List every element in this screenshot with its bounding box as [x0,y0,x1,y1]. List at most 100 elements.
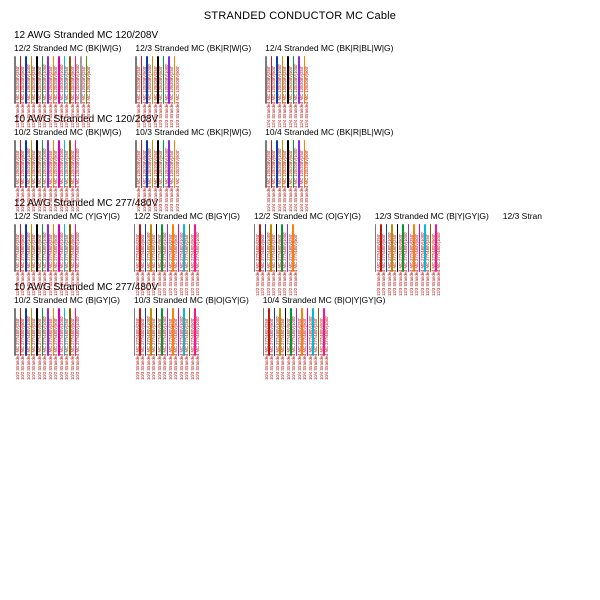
group-row: 12/2 Stranded MC (Y|GY|G) 12/2 Stranded M… [14,211,586,272]
wire: 10/2 Stranded MC 120/208V|500' [53,140,55,188]
wire: 12/2 Stranded MC 120/208V|250' [14,56,16,104]
wire: 10/4 Stranded MC 120/208V|250' [265,140,267,188]
wire: 10/3 Stranded MC 277/480V|500' [156,308,158,356]
wire: 10/3 Stranded MC 277/480V|250' [134,308,136,356]
wire: 12/3 Stranded MC 277/480V|500' [380,224,382,272]
wire: 12/2 Stranded MC 277/480V|500' [139,224,141,272]
group-title: 12/2 Stranded MC (B|GY|G) [134,211,240,221]
wire: 12/2 Stranded MC 277/480V|1000' [281,224,283,272]
wires: 12/3 Stranded MC 277/480V|250'12/3 Stran… [375,224,437,272]
cable-group: 12/2 Stranded MC (O|GY|G)12/2 Stranded M… [254,211,361,272]
cable-group: 12/2 Stranded MC (Y|GY|G) 12/2 Stranded M… [14,211,120,272]
group-title: 12/3 Stranded MC (BK|R|W|G) [135,43,251,53]
wire: 12/2 Stranded MC 120/208V|1000' [42,56,44,104]
wire: 12/2 Stranded MC 277/480V|250' [287,224,289,272]
wire: 10/2 Stranded MC 120/208V|500' [36,140,38,188]
cable-group: 12/2 Stranded MC (B|GY|G) 12/2 Stranded M… [134,211,240,272]
wire: 12/2 Stranded MC 277/480V|1000' [178,224,180,272]
wire: 12/3 Stranded MC 120/208V|500' [157,56,159,104]
wire: 10/2 Stranded MC 120/208V|1000' [58,140,60,188]
group-title: 10/2 Stranded MC (B|GY|G) [14,295,120,305]
wire: 10/2 Stranded MC 277/480V|1000' [58,308,60,356]
wire: 12/2 Stranded MC 120/208V|1000' [75,56,77,104]
group-row: 10/2 Stranded MC (B|GY|G) 10/2 Stranded M… [14,295,586,356]
wires: 10/2 Stranded MC 120/208V|250'10/2 Stran… [14,140,76,188]
wire: 12/3 Stranded MC 120/208V|1000' [146,56,148,104]
group-title: 12/2 Stranded MC (Y|GY|G) [14,211,120,221]
wire: 12/2 Stranded MC 277/480V|250' [134,224,136,272]
group-title: 12/4 Stranded MC (BK|R|BL|W|G) [265,43,393,53]
wire: 12/4 Stranded MC 120/208V|1000' [276,56,278,104]
cable-group: 12/4 Stranded MC (BK|R|BL|W|G) 12/4 Stran… [265,43,393,104]
wire: 10/3 Stranded MC 120/208V|500' [157,140,159,188]
wire: 12/2 Stranded MC 120/208V|1000' [25,56,27,104]
wire: 12/3 Stranded MC 277/480V|1000' [402,224,404,272]
wires: 12/2 Stranded MC 120/208V|250'12/2 Stran… [14,56,87,104]
wires: 10/4 Stranded MC 120/208V|250'10/4 Stran… [265,140,305,188]
wire: 10/4 Stranded MC 120/208V|1000' [293,140,295,188]
wire: 12/2 Stranded MC 277/480V|1000' [58,224,60,272]
group-title: 10/2 Stranded MC (BK|W|G) [14,127,121,137]
wire: 12/2 Stranded MC 277/480V|250' [47,224,49,272]
wire: 12/3 Stranded MC 277/480V|1000' [435,224,437,272]
cable-group: 10/2 Stranded MC (BK|W|G) 10/2 Stranded M… [14,127,121,188]
wire: 12/2 Stranded MC 277/480V|250' [254,224,256,272]
wire: 12/2 Stranded MC 277/480V|500' [276,224,278,272]
wire: 10/4 Stranded MC 277/480V|500' [318,308,320,356]
wire: 12/4 Stranded MC 120/208V|500' [304,56,306,104]
wire: 12/3 Stranded MC 120/208V|250' [135,56,137,104]
wire: 12/2 Stranded MC 277/480V|500' [172,224,174,272]
wires: 10/3 Stranded MC 277/480V|250'10/3 Stran… [134,308,196,356]
wire: 10/3 Stranded MC 277/480V|1000' [145,308,147,356]
wire: 12/2 Stranded MC 277/480V|250' [167,224,169,272]
wires: 12/4 Stranded MC 120/208V|250'12/4 Stran… [265,56,305,104]
wire: 10/2 Stranded MC 277/480V|500' [69,308,71,356]
wires: 12/3 Stranded MC 120/208V|250'12/3 Stran… [135,56,175,104]
wire: 12/2 Stranded MC 120/208V|500' [36,56,38,104]
wire: 10/2 Stranded MC 277/480V|1000' [42,308,44,356]
group-title: 10/4 Stranded MC (B|O|Y|GY|G) [263,295,386,305]
wire: 10/4 Stranded MC 277/480V|1000' [290,308,292,356]
wire: 10/2 Stranded MC 277/480V|500' [53,308,55,356]
wire: 10/3 Stranded MC 277/480V|1000' [161,308,163,356]
group-title: 10/4 Stranded MC (BK|R|BL|W|G) [265,127,393,137]
wire: 10/3 Stranded MC 277/480V|500' [189,308,191,356]
group-title: 12/2 Stranded MC (BK|W|G) [14,43,121,53]
wire: 10/4 Stranded MC 120/208V|500' [271,140,273,188]
wire: 12/3 Stranded MC 277/480V|500' [430,224,432,272]
wire: 10/2 Stranded MC 277/480V|500' [36,308,38,356]
section-title: 12 AWG Stranded MC 120/208V [14,30,586,41]
wire: 10/4 Stranded MC 277/480V|1000' [274,308,276,356]
wire: 10/2 Stranded MC 120/208V|250' [47,140,49,188]
wire: 12/2 Stranded MC 277/480V|500' [259,224,261,272]
page-title: STRANDED CONDUCTOR MC Cable [14,10,586,22]
wire: 12/2 Stranded MC 277/480V|500' [69,224,71,272]
wire: 12/2 Stranded MC 120/208V|500' [86,56,88,104]
wire: 12/2 Stranded MC 120/208V|250' [80,56,82,104]
wire: 10/4 Stranded MC 277/480V|250' [296,308,298,356]
wire: 12/2 Stranded MC 277/480V|1000' [194,224,196,272]
sections-container: 12 AWG Stranded MC 120/208V 12/2 Stranded… [14,30,586,356]
wire: 12/2 Stranded MC 277/480V|1000' [145,224,147,272]
wire: 12/2 Stranded MC 277/480V|1000' [265,224,267,272]
section: 10 AWG Stranded MC 277/480V 10/2 Stranded… [14,282,586,356]
wire: 10/4 Stranded MC 120/208V|250' [298,140,300,188]
wire: 10/2 Stranded MC 120/208V|1000' [42,140,44,188]
wire: 12/2 Stranded MC 277/480V|500' [53,224,55,272]
wire: 10/3 Stranded MC 120/208V|1000' [146,140,148,188]
wire: 10/4 Stranded MC 277/480V|500' [285,308,287,356]
wire: 12/3 Stranded MC 277/480V|250' [375,224,377,272]
wire: 10/3 Stranded MC 277/480V|1000' [194,308,196,356]
wire: 10/2 Stranded MC 277/480V|250' [47,308,49,356]
group-row: 12/2 Stranded MC (BK|W|G) 12/2 Stranded M… [14,43,586,104]
wire: 12/2 Stranded MC 277/480V|500' [156,224,158,272]
wire: 10/4 Stranded MC 120/208V|1000' [276,140,278,188]
group-row: 10/2 Stranded MC (BK|W|G) 10/2 Stranded M… [14,127,586,188]
wire: 12/3 Stranded MC 120/208V|250' [152,56,154,104]
wire: 10/3 Stranded MC 277/480V|250' [167,308,169,356]
section-title: 10 AWG Stranded MC 277/480V [14,282,586,293]
wire: 10/3 Stranded MC 277/480V|500' [139,308,141,356]
wire: 10/4 Stranded MC 277/480V|1000' [307,308,309,356]
wires: 10/3 Stranded MC 120/208V|250'10/3 Stran… [135,140,175,188]
wire: 12/2 Stranded MC 277/480V|1000' [25,224,27,272]
